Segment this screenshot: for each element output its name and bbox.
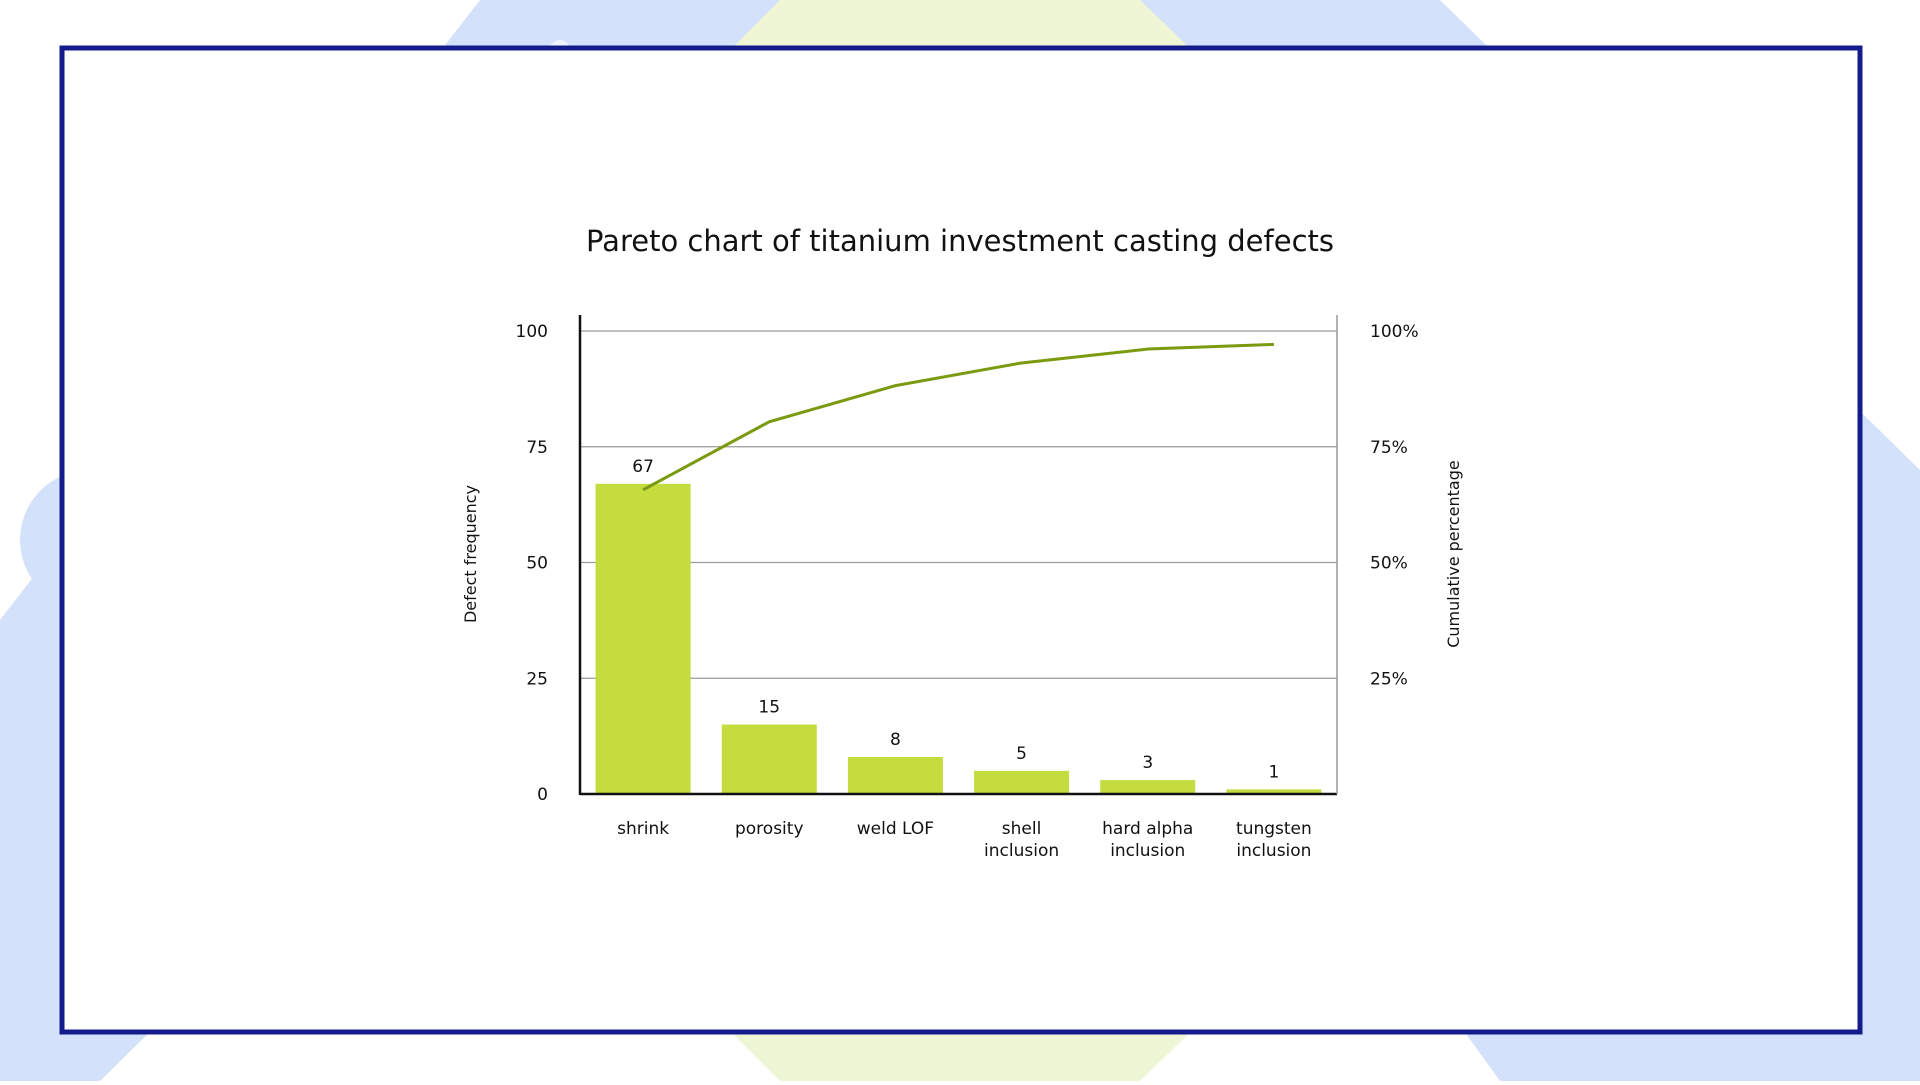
category-label: hard alpha inclusion xyxy=(1102,819,1193,861)
bar-value-label: 67 xyxy=(632,457,654,477)
category-label-line: inclusion xyxy=(984,841,1059,861)
category-label-line: weld LOF xyxy=(857,819,934,839)
category-label-line: inclusion xyxy=(1110,841,1185,861)
y-axis-title: Defect frequency xyxy=(461,485,480,623)
y-axis-tick-labels: 0 25 50 75 100 xyxy=(516,322,548,805)
category-label: shell inclusion xyxy=(984,819,1059,861)
secondary-y-axis-tick-labels: 25% 50% 75% 100% xyxy=(1370,322,1419,689)
bar xyxy=(974,770,1070,794)
bar-value-label: 8 xyxy=(890,730,901,750)
y-tick-label: 75 xyxy=(526,438,548,458)
y-tick-label: 100 xyxy=(516,322,548,342)
category-label-line: shell xyxy=(1002,819,1042,839)
bar xyxy=(847,756,943,794)
y-tick-label: 0 xyxy=(537,785,548,805)
secondary-y-axis-title: Cumulative percentage xyxy=(1444,460,1463,648)
cumulative-percentage-line xyxy=(642,342,1274,492)
category-label-line: tungsten xyxy=(1236,819,1312,839)
bar-value-labels: 67 15 8 5 3 1 xyxy=(632,457,1279,783)
y2-tick-label: 75% xyxy=(1370,438,1408,458)
bar-value-label: 5 xyxy=(1016,744,1027,764)
category-label-line: hard alpha xyxy=(1102,819,1193,839)
category-label: shrink xyxy=(617,819,669,839)
bar xyxy=(1100,780,1196,794)
category-labels: shrink porosity weld LOF shell inclusionhard… xyxy=(617,819,1312,861)
category-label-line: shrink xyxy=(617,819,669,839)
gridlines xyxy=(580,330,1337,679)
category-label: porosity xyxy=(735,819,804,839)
y-tick-label: 25 xyxy=(526,669,548,689)
y-tick-label: 50 xyxy=(526,554,548,574)
category-label: weld LOF xyxy=(857,819,934,839)
y2-tick-label: 25% xyxy=(1370,669,1408,689)
chart-title: Pareto chart of titanium investment cast… xyxy=(586,224,1334,258)
category-label-line: porosity xyxy=(735,819,804,839)
y2-tick-label: 50% xyxy=(1370,554,1408,574)
category-label: tungsten inclusion xyxy=(1236,819,1312,861)
bar xyxy=(1226,789,1322,794)
bars xyxy=(595,483,1322,794)
slide-panel xyxy=(59,45,1863,1035)
category-label-line: inclusion xyxy=(1236,841,1311,861)
bar xyxy=(721,724,817,794)
bar-value-label: 1 xyxy=(1269,762,1280,782)
bar-value-label: 3 xyxy=(1142,753,1153,773)
y2-tick-label: 100% xyxy=(1370,322,1419,342)
bar-value-label: 15 xyxy=(758,698,780,718)
bar xyxy=(595,483,691,794)
